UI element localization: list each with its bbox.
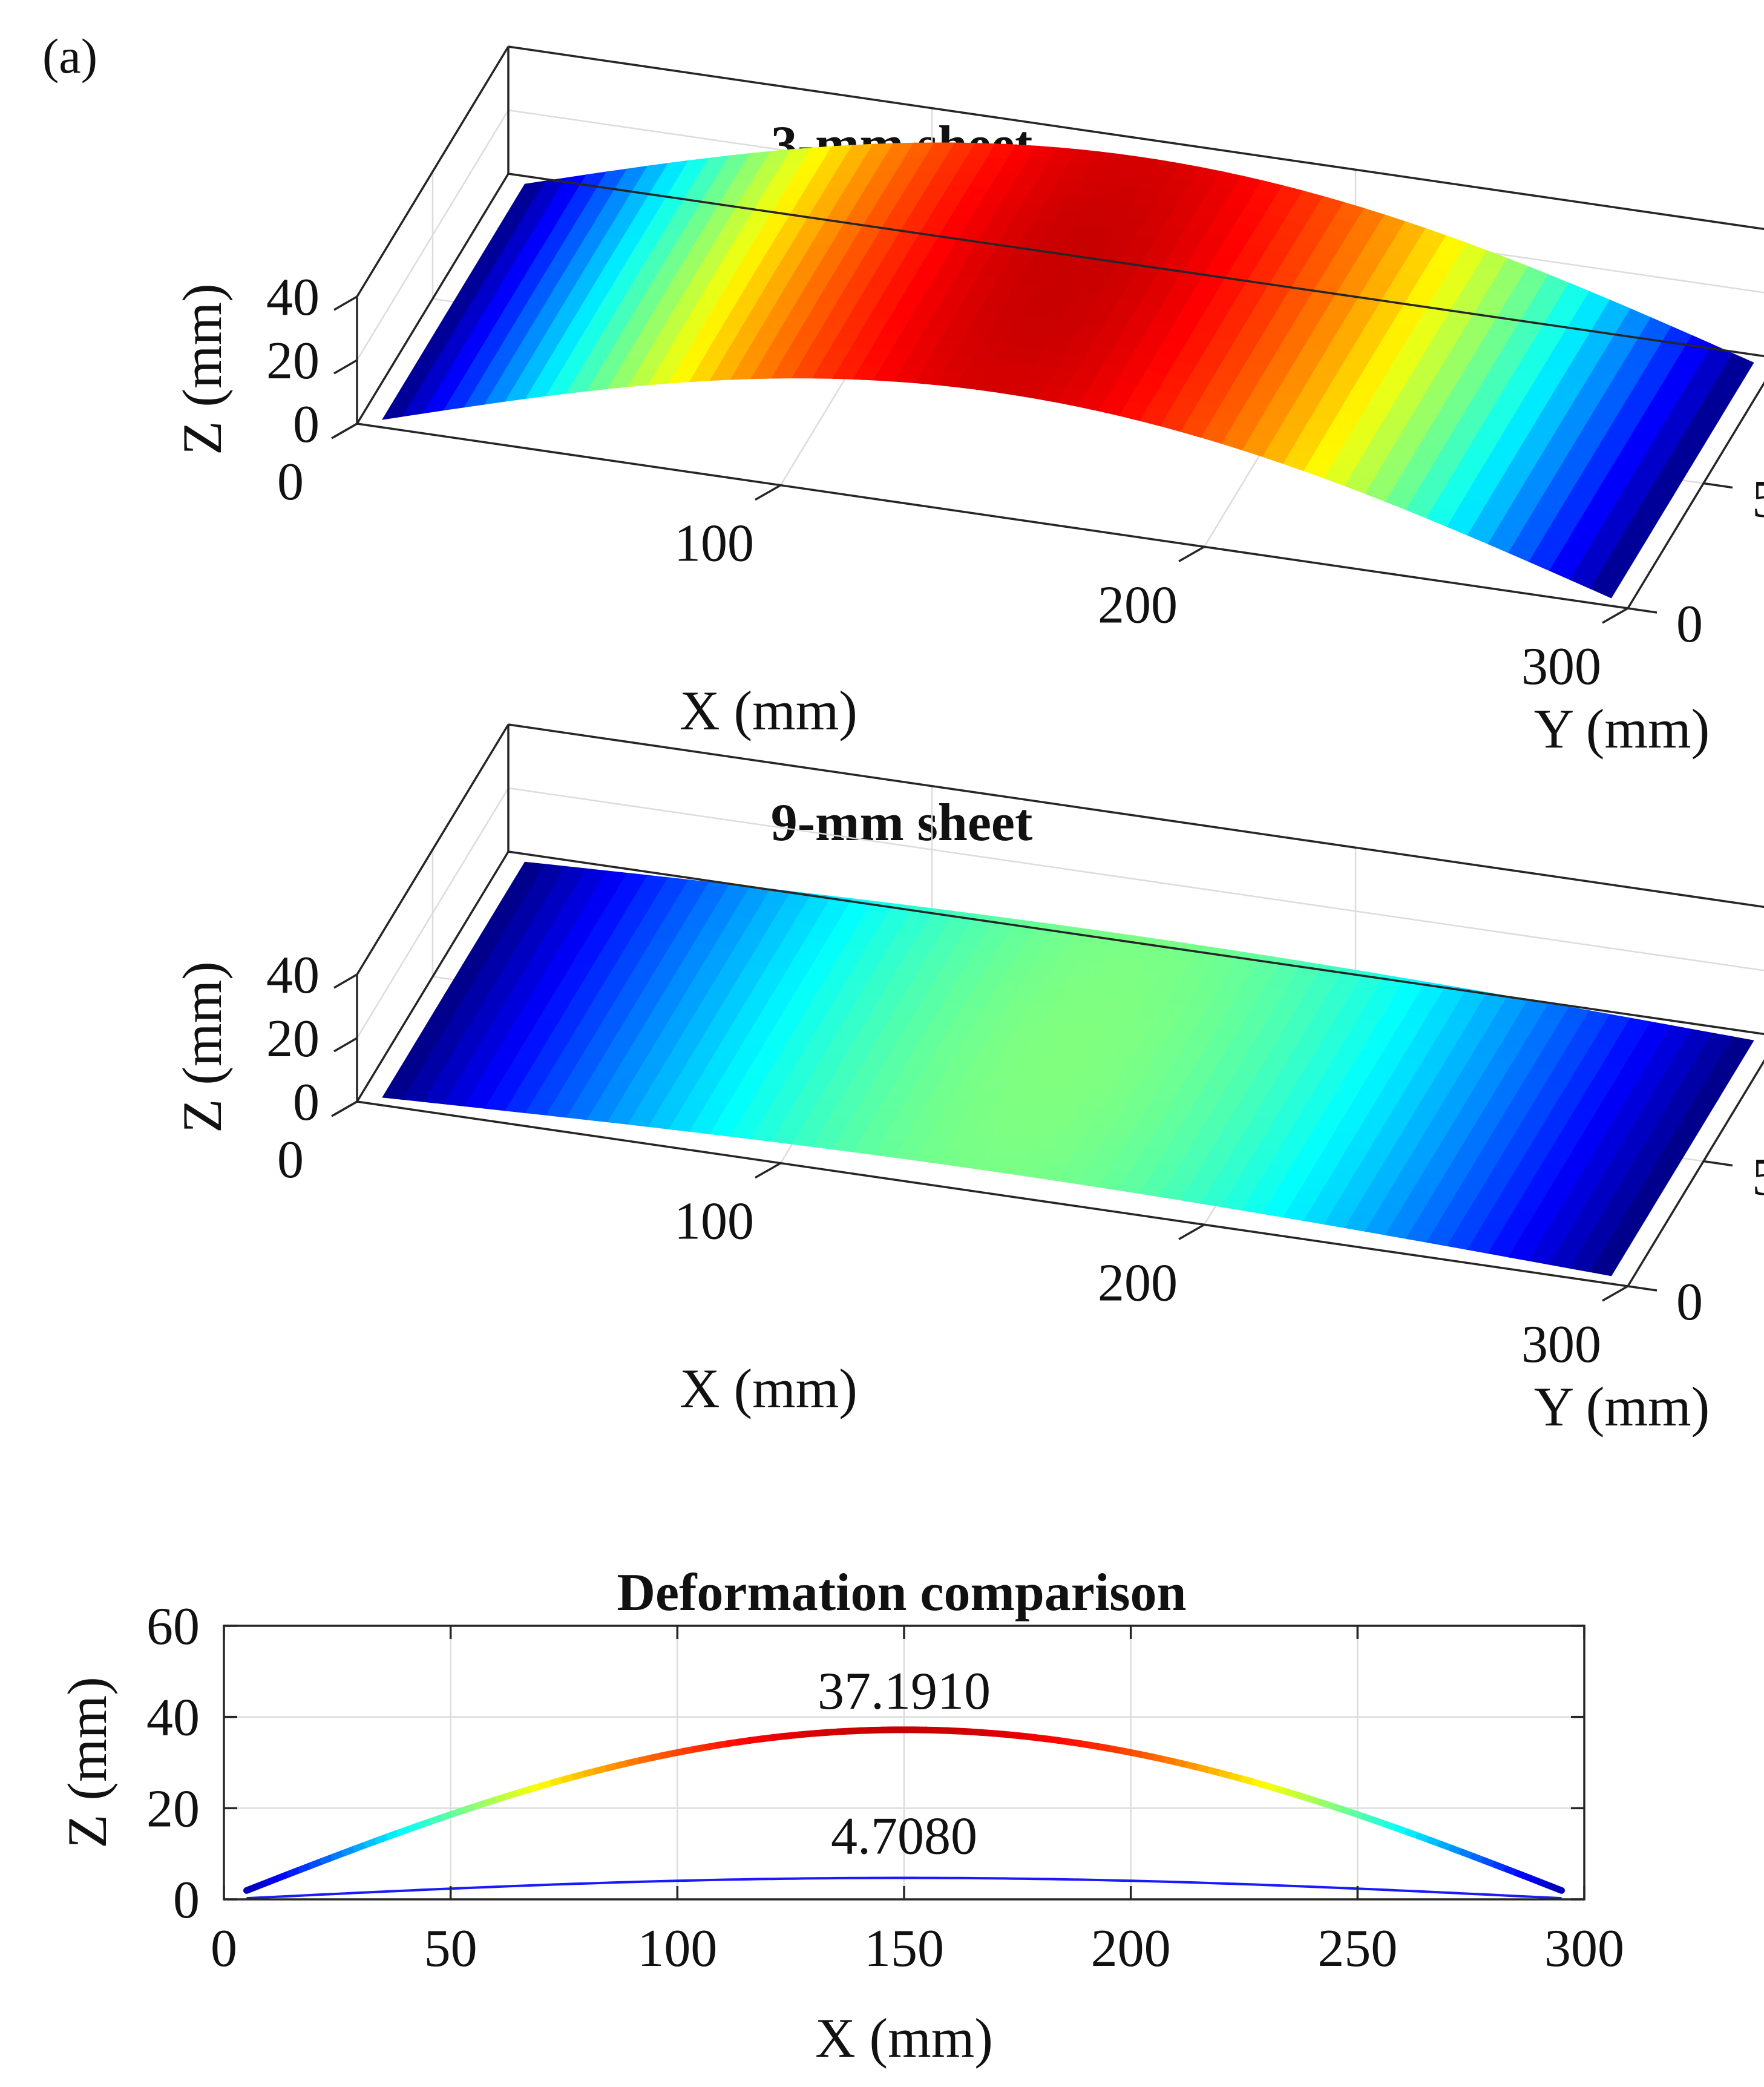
z-tick-mark — [333, 1100, 358, 1116]
axis-box-edge — [508, 45, 1764, 231]
y-tick-label: 0 — [1676, 595, 1703, 654]
axis-box-edge — [356, 851, 510, 1102]
annotation-peak-3mm: 37.1910 — [818, 1662, 991, 1721]
panel-label: (a) — [42, 28, 97, 84]
x-tick-mark — [1178, 545, 1205, 562]
z-axis-label-9mm: Z (mm) — [171, 961, 233, 1133]
z-tick-mark — [333, 295, 358, 311]
z-tick-label: 20 — [266, 1010, 320, 1068]
y-tick-mark — [1703, 1160, 1733, 1167]
z-tick-mark — [333, 359, 358, 375]
y-tick-label: 40 — [146, 1689, 200, 1747]
x-tick-mark — [1602, 1285, 1628, 1302]
x-tick-mark — [755, 1162, 781, 1179]
x-axis-label-3mm: X (mm) — [680, 680, 857, 741]
z-tick-mark — [333, 1037, 358, 1053]
y-axis-label-comparison: Z (mm) — [56, 1677, 118, 1849]
plot-title-comparison: Deformation comparison — [617, 1563, 1187, 1622]
axis-box-edge — [356, 1100, 1628, 1287]
y-tick-mark — [1627, 607, 1657, 614]
gridline — [508, 787, 1764, 971]
axis-box-edge — [356, 422, 1628, 610]
z-axis-label-3mm: Z (mm) — [171, 283, 233, 455]
y-axis-label-9mm: Y (mm) — [1534, 1376, 1710, 1438]
series-3mm-segment — [1547, 1882, 1566, 1894]
y-tick-label: 0 — [173, 1871, 200, 1930]
surface-patch — [1590, 573, 1621, 599]
x-tick-label: 300 — [1544, 1919, 1624, 1978]
z-tick-label: 0 — [293, 395, 320, 454]
annotation-peak-9mm: 4.7080 — [831, 1807, 977, 1866]
axis-box-edge — [508, 850, 1764, 1036]
plot-title-9mm: 9-mm sheet — [771, 794, 1033, 852]
x-tick-mark — [1602, 607, 1628, 624]
z-tick-label: 0 — [293, 1073, 320, 1132]
y-tick-label: 50 — [1752, 470, 1764, 529]
axis-box-edge — [356, 173, 510, 424]
x-tick-mark — [755, 484, 781, 501]
axis-box-edge — [508, 173, 1764, 358]
z-tick-label: 40 — [266, 946, 320, 1005]
x-tick-label: 100 — [637, 1919, 717, 1978]
x-tick-label: 200 — [1098, 1254, 1178, 1312]
x-tick-label: 100 — [674, 514, 754, 573]
z-tick-label: 40 — [266, 268, 320, 327]
x-tick-label: 200 — [1098, 576, 1178, 634]
z-tick-label: 20 — [266, 332, 320, 390]
surface-plot-9mm: 9-mm sheet 010020030005010002040 X (mm) … — [171, 723, 1764, 1438]
x-tick-label: 300 — [1521, 637, 1601, 696]
surface-plot-3mm: 3-mm sheet 010020030005010002040 X (mm) … — [171, 45, 1764, 760]
axis-box-edge — [508, 723, 1764, 909]
x-tick-label: 250 — [1317, 1919, 1397, 1978]
x-tick-label: 300 — [1521, 1315, 1601, 1374]
axis-box-edge — [356, 724, 510, 975]
y-axis-label-3mm: Y (mm) — [1534, 698, 1710, 760]
y-tick-label: 60 — [146, 1597, 200, 1656]
z-tick-mark — [333, 422, 358, 438]
axis-box-edge — [356, 46, 510, 297]
x-tick-mark — [1178, 1223, 1205, 1240]
y-tick-label: 20 — [146, 1780, 200, 1838]
x-tick-label: 200 — [1091, 1919, 1171, 1978]
x-tick-label: 0 — [211, 1919, 237, 1978]
x-axis-label-comparison: X (mm) — [815, 2007, 993, 2069]
x-axis-label-9mm: X (mm) — [680, 1358, 857, 1419]
y-tick-label: 50 — [1752, 1148, 1764, 1207]
x-tick-label: 100 — [674, 1192, 754, 1251]
y-tick-mark — [1627, 1285, 1657, 1292]
surface-patch — [1590, 1257, 1621, 1277]
line-plot-comparison: Deformation comparison 0 50 100 150 200 250 30… — [56, 1563, 1624, 2069]
y-tick-label: 0 — [1676, 1273, 1703, 1332]
x-tick-label: 0 — [277, 1131, 304, 1189]
x-tick-label: 50 — [424, 1919, 477, 1978]
series-9mm-line — [246, 1876, 1562, 1900]
x-tick-label: 150 — [864, 1919, 944, 1978]
y-tick-mark — [1703, 482, 1733, 489]
x-tick-label: 0 — [277, 453, 304, 511]
z-tick-mark — [333, 973, 358, 989]
